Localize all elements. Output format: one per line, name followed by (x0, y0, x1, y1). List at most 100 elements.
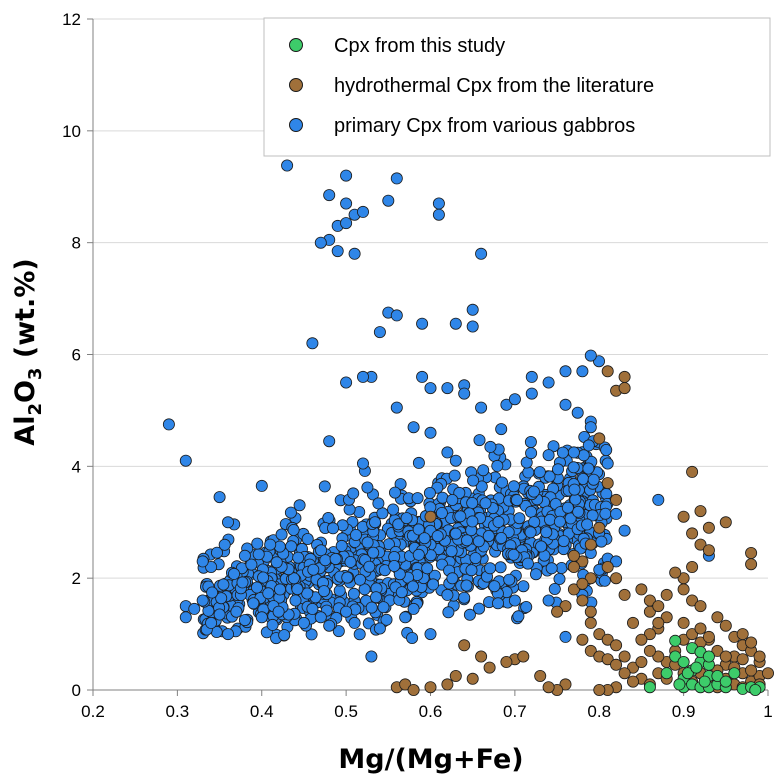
point-hydrothermal (719, 619, 732, 632)
legend-marker-blue (289, 118, 303, 132)
point-hydrothermal (576, 577, 589, 590)
point-primary (421, 562, 434, 575)
point-primary (454, 510, 467, 523)
point-primary (322, 512, 335, 525)
xtick-label: 0.8 (587, 702, 611, 721)
point-hydrothermal (635, 633, 648, 646)
point-hydrothermal (660, 611, 673, 624)
point-hydrothermal (424, 681, 437, 694)
point-hydrothermal (441, 678, 454, 691)
point-hydrothermal (610, 493, 623, 506)
point-primary (473, 434, 486, 447)
point-hydrothermal (610, 572, 623, 585)
point-primary (315, 544, 328, 557)
point-this-study (719, 675, 732, 688)
point-hydrothermal (584, 616, 597, 629)
point-hydrothermal (745, 558, 758, 571)
point-primary (599, 507, 612, 520)
point-primary (559, 365, 572, 378)
point-hydrothermal (593, 432, 606, 445)
point-hydrothermal (745, 664, 758, 677)
point-primary (218, 538, 231, 551)
point-primary (326, 522, 339, 535)
point-primary (446, 572, 459, 585)
point-primary (484, 562, 497, 575)
point-this-study (643, 681, 656, 694)
point-hydrothermal (475, 650, 488, 663)
point-primary (507, 480, 520, 493)
point-primary (306, 337, 319, 350)
point-hydrothermal (584, 538, 597, 551)
point-hydrothermal (551, 605, 564, 618)
point-primary (559, 398, 572, 411)
legend-marker-green (289, 38, 303, 52)
point-hydrothermal (686, 527, 699, 540)
point-primary (349, 529, 362, 542)
point-primary (507, 548, 520, 561)
point-primary (559, 630, 572, 643)
point-hydrothermal (458, 639, 471, 652)
xtick-label: 0.9 (672, 702, 696, 721)
point-primary (363, 560, 376, 573)
point-primary (287, 572, 300, 585)
point-primary (543, 470, 556, 483)
point-primary (584, 349, 597, 362)
xtick-label: 0.2 (81, 702, 105, 721)
point-primary (301, 587, 314, 600)
point-this-study (673, 678, 686, 691)
point-primary (500, 398, 513, 411)
point-primary (399, 611, 412, 624)
point-hydrothermal (694, 600, 707, 613)
point-primary (453, 486, 466, 499)
point-primary (525, 370, 538, 383)
point-primary (561, 501, 574, 514)
point-primary (432, 197, 445, 210)
ytick-label: 0 (72, 681, 81, 700)
point-primary (317, 585, 330, 598)
point-primary (331, 245, 344, 258)
point-primary (496, 476, 509, 489)
point-hydrothermal (542, 681, 555, 694)
point-primary (553, 573, 566, 586)
point-primary (348, 247, 361, 260)
point-hydrothermal (618, 588, 631, 601)
point-primary (446, 493, 459, 506)
point-hydrothermal (517, 650, 530, 663)
point-hydrothermal (762, 667, 774, 680)
point-primary (307, 563, 320, 576)
point-primary (475, 480, 488, 493)
point-primary (495, 532, 508, 545)
point-primary (340, 605, 353, 618)
point-primary (524, 526, 537, 539)
point-hydrothermal (500, 656, 513, 669)
x-tick-labels: 0.2 0.3 0.4 0.5 0.6 0.7 0.8 0.9 1 (81, 702, 773, 721)
point-hydrothermal (627, 675, 640, 688)
point-hydrothermal (677, 616, 690, 629)
point-hydrothermal (753, 650, 766, 663)
point-primary (582, 439, 595, 452)
point-primary (227, 567, 240, 580)
y-label-sub-2: 2 (25, 403, 46, 416)
point-hydrothermal (635, 583, 648, 596)
point-hydrothermal (694, 505, 707, 518)
point-hydrothermal (635, 656, 648, 669)
point-primary (652, 493, 665, 506)
point-primary (520, 601, 533, 614)
point-primary (306, 602, 319, 615)
point-primary (418, 532, 431, 545)
point-primary (332, 625, 345, 638)
point-primary (424, 382, 437, 395)
point-primary (344, 556, 357, 569)
point-hydrothermal (593, 521, 606, 534)
point-primary (458, 387, 471, 400)
point-primary (431, 530, 444, 543)
point-primary (264, 538, 277, 551)
ytick-label: 8 (72, 234, 81, 253)
point-this-study (711, 670, 724, 683)
point-primary (525, 387, 538, 400)
legend-label-primary: primary Cpx from various gabbros (334, 115, 635, 137)
point-primary (162, 418, 175, 431)
legend-entry-primary: primary Cpx from various gabbros (289, 115, 635, 137)
point-hydrothermal (601, 653, 614, 666)
point-primary (388, 486, 401, 499)
